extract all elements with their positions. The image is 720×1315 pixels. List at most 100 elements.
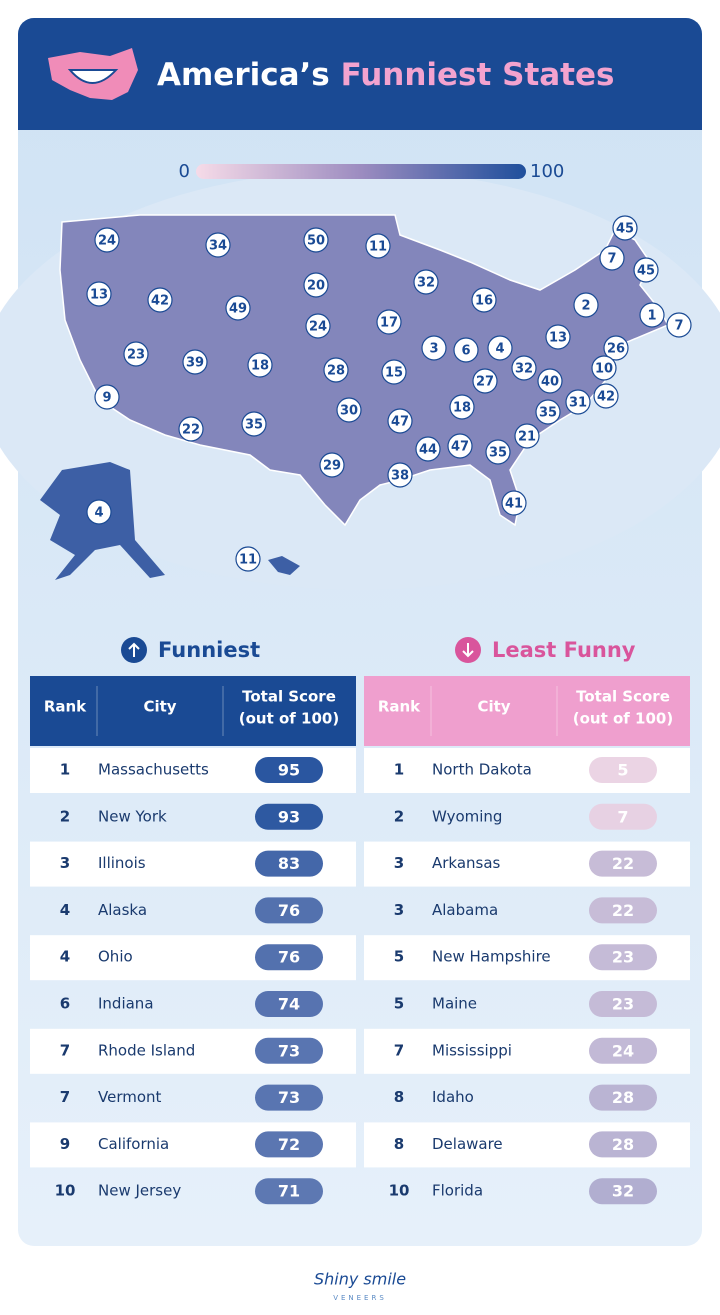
heading-arrow	[462, 643, 474, 658]
map-marker	[421, 335, 447, 361]
map-label: 29	[323, 459, 341, 474]
rank: 3	[394, 854, 404, 872]
map-marker	[573, 292, 599, 318]
column-header: City	[477, 698, 510, 716]
map-label: 35	[245, 418, 263, 433]
map-marker	[565, 389, 591, 415]
rank: 1	[60, 761, 70, 779]
score-pill	[255, 991, 323, 1017]
map-label: 26	[607, 342, 625, 357]
map-marker	[86, 499, 112, 525]
map-marker	[376, 309, 402, 335]
map-label: 30	[340, 404, 358, 419]
score: 22	[612, 854, 634, 873]
map-marker	[365, 233, 391, 259]
map-marker	[535, 399, 561, 425]
city: Illinois	[98, 854, 146, 872]
score: 95	[278, 761, 300, 780]
title-part: Funniest States	[341, 57, 615, 93]
map-marker	[303, 227, 329, 253]
rank: 5	[394, 995, 404, 1013]
city: New Hampshire	[432, 948, 551, 966]
map-marker	[449, 394, 475, 420]
rank: 3	[394, 901, 404, 919]
map-marker	[381, 359, 407, 385]
city: California	[98, 1135, 169, 1153]
map-label: 3	[429, 342, 438, 357]
score: 22	[612, 901, 634, 920]
map-label: 41	[505, 497, 523, 512]
map-label: 4	[94, 506, 103, 521]
map-label: 18	[251, 359, 269, 374]
score-pill	[255, 1037, 323, 1064]
map-marker	[447, 433, 473, 459]
map-marker	[453, 337, 479, 363]
heading-arrow	[128, 642, 140, 657]
score-pill	[589, 803, 657, 830]
score: 71	[278, 1182, 300, 1201]
map-marker	[415, 436, 441, 462]
city: Wyoming	[432, 807, 502, 825]
map-marker	[666, 312, 692, 338]
map-marker	[633, 257, 659, 283]
column-header: Total Score	[242, 688, 336, 706]
city: Massachusetts	[98, 761, 209, 779]
score: 28	[612, 1135, 634, 1154]
city: Arkansas	[432, 854, 501, 872]
table-heading: Least Funny	[492, 638, 636, 662]
legend-bar	[196, 164, 526, 179]
map-label: 34	[209, 239, 227, 254]
map-marker	[387, 408, 413, 434]
score: 83	[278, 854, 300, 873]
brand-sub: VENEERS	[333, 1294, 387, 1302]
map-label: 2	[581, 299, 590, 314]
map-marker	[147, 287, 173, 313]
map-label: 49	[229, 302, 247, 317]
score-pill	[589, 850, 657, 877]
score-pill	[589, 1131, 657, 1158]
map-marker	[511, 355, 537, 381]
logo-smile	[67, 69, 119, 84]
score-pill	[589, 1178, 657, 1205]
map-label: 45	[637, 264, 655, 279]
map-label: 44	[419, 443, 437, 458]
title: America’s Funniest States	[157, 57, 614, 93]
score-pill	[255, 1084, 323, 1111]
score: 73	[278, 1088, 300, 1107]
map-label: 39	[186, 356, 204, 371]
map-marker	[591, 355, 617, 381]
legend-max: 100	[530, 161, 564, 182]
title-part: America’s	[157, 57, 330, 93]
map-marker	[205, 232, 231, 258]
map-marker	[94, 227, 120, 253]
map-label: 45	[616, 222, 634, 237]
map-marker	[387, 462, 413, 488]
score-pill	[589, 897, 657, 924]
score-pill	[255, 944, 323, 971]
column-header: Rank	[378, 698, 421, 716]
map-label: 42	[151, 294, 169, 309]
score: 72	[278, 1135, 300, 1154]
map-label: 11	[239, 553, 257, 568]
rank: 2	[394, 807, 404, 825]
map-marker	[225, 295, 251, 321]
score: 76	[278, 901, 300, 920]
map-label: 47	[451, 440, 469, 455]
map-label: 15	[385, 366, 403, 381]
city: Vermont	[98, 1088, 162, 1106]
score-pill	[589, 991, 657, 1017]
rank: 9	[60, 1135, 70, 1153]
score: 93	[278, 807, 300, 826]
city: New Jersey	[98, 1182, 181, 1200]
score: 24	[612, 1041, 634, 1060]
brand: Shiny smile	[314, 1270, 406, 1289]
map-marker	[305, 313, 331, 339]
map-label: 23	[127, 348, 145, 363]
map-marker	[247, 352, 273, 378]
score: 7	[617, 807, 628, 826]
map-label: 35	[489, 446, 507, 461]
rank: 8	[394, 1088, 404, 1106]
rank: 10	[55, 1182, 76, 1200]
score-pill	[255, 897, 323, 924]
map-marker	[603, 335, 629, 361]
